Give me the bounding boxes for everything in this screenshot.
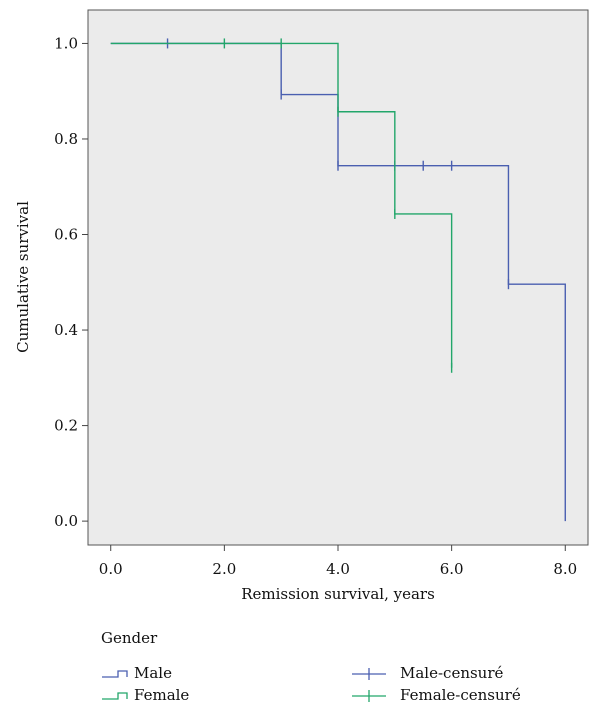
legend-item-male-censored: Male-censuré <box>352 664 504 682</box>
y-axis-title: Cumulative survival <box>14 201 32 353</box>
legend-item-male: Male <box>102 664 172 682</box>
legend: Gender Male Female Male-censuré Female-c… <box>101 629 521 704</box>
legend-label-female: Female <box>134 686 189 704</box>
legend-title: Gender <box>101 629 158 647</box>
y-tick-label: 0.4 <box>54 321 78 339</box>
x-tick-label: 2.0 <box>212 560 236 578</box>
x-axis-title: Remission survival, years <box>241 585 435 603</box>
legend-label-female-censored: Female-censuré <box>400 686 521 704</box>
y-tick-label: 0.2 <box>54 417 78 435</box>
y-tick-label: 0.0 <box>54 512 78 530</box>
y-tick-label: 0.8 <box>54 130 78 148</box>
legend-label-male: Male <box>134 664 172 682</box>
y-axis: 0.0 0.2 0.4 0.6 0.8 1.0 <box>54 34 88 530</box>
y-tick-label: 1.0 <box>54 34 78 52</box>
x-tick-label: 6.0 <box>440 560 464 578</box>
y-tick-label: 0.6 <box>54 226 78 244</box>
x-axis: 0.0 2.0 4.0 6.0 8.0 <box>99 545 577 578</box>
series-line-female <box>110 42 453 368</box>
legend-swatch-male <box>102 670 128 678</box>
x-tick-label: 8.0 <box>553 560 577 578</box>
x-tick-label: 0.0 <box>99 560 123 578</box>
legend-label-male-censored: Male-censuré <box>400 664 504 682</box>
legend-item-female-censored: Female-censuré <box>352 686 521 704</box>
legend-item-female: Female <box>102 686 189 704</box>
series-layer <box>110 38 566 522</box>
legend-swatch-female <box>102 692 128 700</box>
x-tick-label: 4.0 <box>326 560 350 578</box>
